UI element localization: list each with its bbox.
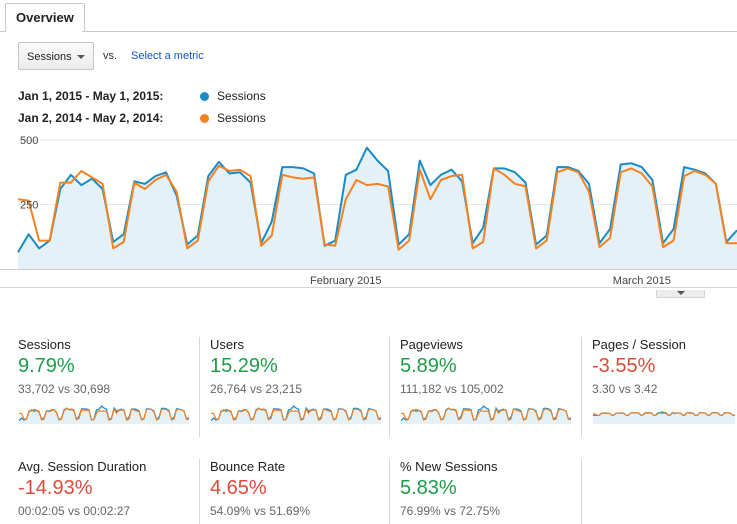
metric-card-sessions[interactable]: Sessions 9.79% 33,702 vs 30,698	[18, 337, 198, 437]
metric-name: Pages / Session	[592, 337, 686, 352]
select-metric-link[interactable]: Select a metric	[131, 50, 204, 62]
legend-dot-current-icon	[200, 92, 209, 101]
metric-card-pages-per-session[interactable]: Pages / Session -3.55% 3.30 vs 3.42	[581, 337, 737, 437]
y-tick-label-250: 250	[20, 200, 38, 212]
metric-select[interactable]: Sessions	[18, 42, 94, 70]
metric-change: 5.89%	[400, 355, 457, 377]
metric-change: 4.65%	[210, 477, 267, 499]
metric-sparkline	[210, 405, 382, 424]
metric-name: % New Sessions	[400, 459, 498, 474]
metric-comparison: 54.09% vs 51.69%	[210, 504, 311, 518]
metric-comparison: 3.30 vs 3.42	[592, 382, 658, 396]
metric-select-label: Sessions	[27, 51, 72, 63]
metric-card-new-sessions[interactable]: % New Sessions 5.83% 76.99% vs 72.75%	[389, 459, 570, 524]
chart-collapse-toggle[interactable]	[656, 290, 705, 298]
tab-cover	[6, 30, 82, 32]
series-area-current	[18, 147, 737, 269]
vs-label: vs.	[103, 50, 118, 62]
metric-name: Pageviews	[400, 337, 463, 352]
metric-sparkline	[592, 411, 736, 424]
metric-card-avg-session-duration[interactable]: Avg. Session Duration -14.93% 00:02:05 v…	[18, 459, 198, 524]
metric-sparkline	[400, 405, 572, 424]
sparkline-previous	[400, 407, 571, 422]
metric-change: 5.83%	[400, 477, 457, 499]
metric-comparison: 76.99% vs 72.75%	[400, 504, 501, 518]
chevron-down-icon	[677, 291, 685, 295]
series-line-current	[17, 146, 737, 253]
chevron-down-icon	[77, 55, 85, 59]
metric-sparkline	[18, 405, 190, 424]
metric-card-bounce-rate[interactable]: Bounce Rate 4.65% 54.09% vs 51.69%	[199, 459, 380, 524]
metric-comparison: 111,182 vs 105,002	[400, 382, 504, 396]
metric-card-pageviews[interactable]: Pageviews 5.89% 111,182 vs 105,002	[389, 337, 572, 437]
tab-bar	[0, 0, 737, 32]
metric-change: -3.55%	[592, 355, 656, 377]
metric-name: Sessions	[18, 337, 71, 352]
metric-card-empty	[581, 459, 737, 524]
metric-name: Avg. Session Duration	[18, 459, 147, 474]
metric-change: -14.93%	[18, 477, 93, 499]
metric-name: Users	[210, 337, 244, 352]
sparkline-area	[593, 412, 735, 424]
sparkline-previous	[592, 412, 735, 417]
metric-card-users[interactable]: Users 15.29% 26,764 vs 23,215	[199, 337, 390, 437]
legend-range-current: Jan 1, 2015 - May 1, 2015:	[18, 89, 164, 103]
metric-comparison: 26,764 vs 23,215	[210, 382, 303, 396]
sessions-chart[interactable]: 500 250 February 2015 March 2015	[0, 130, 737, 288]
legend-dot-previous-icon	[200, 114, 209, 123]
metric-change: 15.29%	[210, 355, 278, 377]
tab-overview[interactable]: Overview	[5, 3, 85, 31]
sparkline-previous	[210, 407, 381, 422]
legend-series-current: Sessions	[217, 89, 266, 103]
x-tick-label-0: February 2015	[310, 275, 382, 287]
metric-comparison: 00:02:05 vs 00:02:27	[18, 504, 131, 518]
metric-change: 9.79%	[18, 355, 75, 377]
legend-row-current: Jan 1, 2015 - May 1, 2015: Sessions	[18, 89, 318, 105]
metric-name: Bounce Rate	[210, 459, 286, 474]
legend-range-previous: Jan 2, 2014 - May 2, 2014:	[18, 111, 164, 125]
sparkline-previous	[18, 407, 189, 422]
series-line-previous	[17, 164, 737, 251]
legend-series-previous: Sessions	[217, 111, 266, 125]
x-tick-label-1: March 2015	[613, 275, 671, 287]
y-tick-label-500: 500	[20, 135, 38, 147]
legend-row-previous: Jan 2, 2014 - May 2, 2014: Sessions	[18, 111, 318, 127]
metric-comparison: 33,702 vs 30,698	[18, 382, 111, 396]
